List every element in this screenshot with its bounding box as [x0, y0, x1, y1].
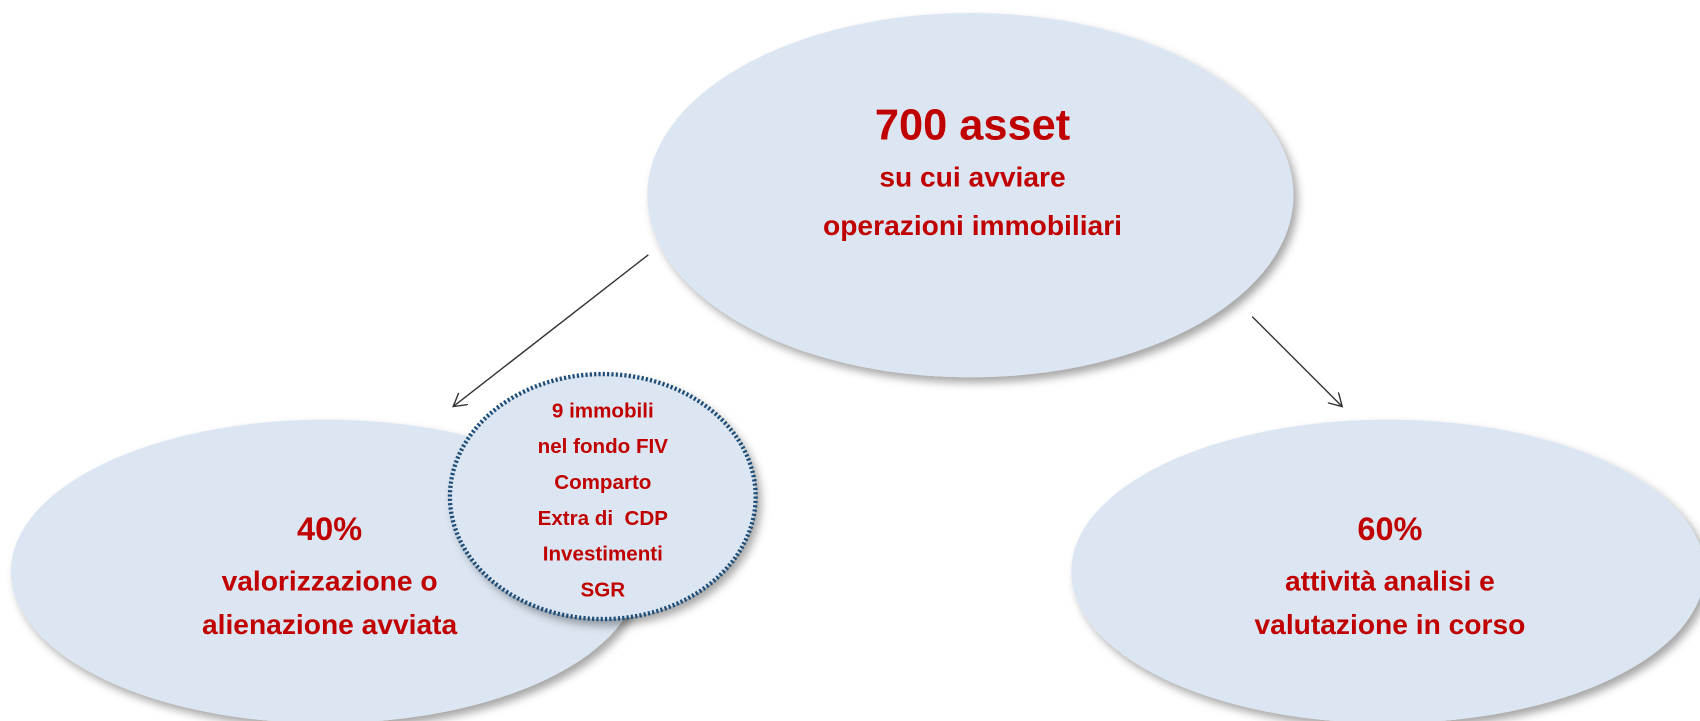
node-title: 60% — [1357, 511, 1422, 547]
node-text: Extra di CDP — [538, 507, 669, 530]
node-text: operazioni immobiliari — [823, 209, 1122, 241]
node-text: nel fondo FIV — [538, 435, 669, 458]
right-node — [1071, 419, 1700, 721]
node-text: alienazione avviata — [202, 608, 458, 640]
node-text: 9 immobili — [552, 399, 654, 422]
node-text: su cui avviare — [879, 160, 1065, 192]
top-node — [647, 13, 1294, 378]
node-title: 700 asset — [875, 101, 1070, 149]
node-text: valutazione in corso — [1255, 608, 1526, 640]
node-text: attività analisi e — [1285, 565, 1495, 597]
arrow — [453, 254, 649, 407]
node-text: valorizzazione o — [222, 565, 438, 597]
node-text: SGR — [581, 578, 626, 601]
node-text: Comparto — [554, 471, 651, 494]
detail-node — [447, 371, 758, 622]
node-text: Investimenti — [543, 543, 663, 566]
node-title: 40% — [297, 511, 362, 547]
arrow — [1251, 316, 1342, 407]
